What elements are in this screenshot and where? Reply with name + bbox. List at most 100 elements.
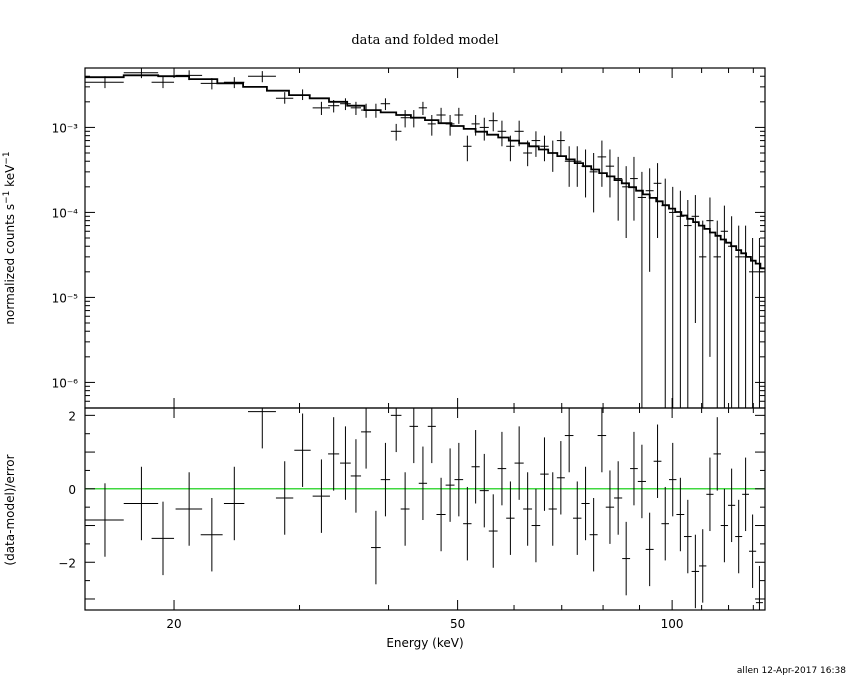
data-point <box>275 92 294 104</box>
data-point <box>622 166 631 238</box>
y-tick-label: 10⁻⁴ <box>52 206 79 220</box>
bottom-axis-ticks <box>85 408 765 610</box>
residual-point <box>564 408 574 473</box>
bottom-panel: −2 0 2 20 50 100 (data-model)/error Energy (… <box>3 407 766 650</box>
residual-point <box>175 472 203 546</box>
top-y-axis-label: normalized counts s−1 keV−1 <box>2 151 17 324</box>
data-point <box>699 220 707 408</box>
y-tick-label: 10⁻⁶ <box>52 376 79 390</box>
data-point <box>151 76 175 89</box>
data-point <box>427 114 436 136</box>
data-point <box>713 220 721 408</box>
data-point <box>463 135 472 162</box>
residual-point <box>699 529 707 603</box>
residual-point <box>581 466 590 541</box>
data-point <box>248 71 276 83</box>
chart-title: data and folded model <box>351 33 498 48</box>
residual-point <box>454 442 464 517</box>
x-tick-label: 20 <box>166 617 181 631</box>
folded-model-line <box>85 74 765 270</box>
residual-point <box>350 439 362 513</box>
residual-point <box>248 408 276 449</box>
data-point <box>755 238 763 408</box>
footer-credit: allen 12-Apr-2017 16:38 <box>737 666 846 676</box>
y-tick-label: 0 <box>68 483 76 497</box>
residual-point <box>713 417 721 491</box>
data-point <box>581 149 590 198</box>
y-tick-label: 2 <box>68 409 76 423</box>
residual-point <box>645 512 654 587</box>
data-point <box>436 107 446 124</box>
data-point <box>630 156 638 221</box>
bottom-plot-frame <box>84 407 766 611</box>
residual-point <box>294 413 311 487</box>
residual-point <box>488 494 498 568</box>
data-point <box>706 197 714 357</box>
residual-point <box>720 488 729 563</box>
residual-point <box>497 431 507 506</box>
residual-point <box>409 408 419 464</box>
data-point <box>556 131 565 157</box>
data-point <box>669 186 677 408</box>
data-point <box>605 149 615 198</box>
data-point <box>548 140 557 172</box>
data-point <box>676 190 685 408</box>
y-tick-label: 10⁻³ <box>52 121 79 135</box>
residual-point <box>328 417 340 491</box>
residual-point <box>622 521 631 596</box>
data-point <box>409 110 419 128</box>
data-point <box>589 153 598 213</box>
residual-point <box>85 483 124 557</box>
data-point <box>479 117 489 141</box>
top-data-errorbars <box>85 68 763 408</box>
residual-point <box>735 499 743 574</box>
residual-point <box>630 431 638 506</box>
residual-point <box>471 430 480 504</box>
residual-point <box>523 472 533 546</box>
residual-point <box>418 446 428 521</box>
data-point <box>661 178 670 408</box>
residual-point <box>589 497 598 572</box>
data-point <box>340 98 351 111</box>
residual-point <box>676 477 685 552</box>
data-point <box>123 68 159 79</box>
data-point <box>497 120 507 147</box>
residual-point <box>706 457 714 532</box>
residual-point <box>661 486 670 561</box>
bottom-y-tick-labels: −2 0 2 <box>58 409 76 570</box>
residual-point <box>755 565 763 610</box>
x-tick-label: 100 <box>661 617 684 631</box>
residual-point <box>742 457 750 532</box>
data-point <box>488 112 498 132</box>
residual-point <box>573 481 582 555</box>
x-axis-label: Energy (keV) <box>386 636 463 650</box>
data-point <box>645 168 654 272</box>
residual-point <box>556 441 565 515</box>
residual-point <box>548 472 557 546</box>
residual-point <box>463 486 472 561</box>
residual-point <box>728 468 736 543</box>
residual-point <box>371 510 381 585</box>
x-tick-label: 50 <box>450 617 465 631</box>
residual-point <box>123 466 159 541</box>
data-point <box>597 140 607 187</box>
residual-point <box>361 408 372 469</box>
residual-point <box>506 481 515 555</box>
residual-point <box>223 466 245 541</box>
residual-point <box>514 426 524 500</box>
data-point <box>85 76 124 89</box>
data-point <box>400 110 410 128</box>
data-point <box>691 195 700 323</box>
residual-point <box>669 442 677 517</box>
residual-point <box>691 534 700 609</box>
data-point <box>720 205 729 408</box>
residual-point <box>390 408 402 453</box>
data-point <box>614 156 623 221</box>
x-tick-labels: 20 50 100 <box>166 617 683 631</box>
residual-errorbars <box>85 408 763 610</box>
residual-point <box>151 501 175 576</box>
data-point <box>540 135 549 162</box>
data-point <box>749 238 757 408</box>
residual-point <box>340 426 351 500</box>
